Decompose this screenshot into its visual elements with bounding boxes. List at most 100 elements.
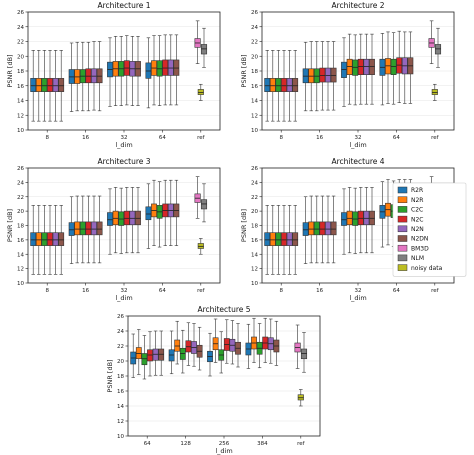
box-n2r [151, 35, 157, 106]
x-tick-label: ref [297, 441, 306, 447]
legend-item: N2N [397, 225, 424, 233]
box-r2r [379, 181, 386, 248]
legend-swatch [397, 225, 408, 233]
box-n2c [319, 41, 326, 111]
legend-swatch [397, 254, 408, 262]
box-body [292, 78, 299, 92]
y-tick-label: 10 [251, 281, 258, 287]
box-bm3d [428, 20, 435, 64]
box-body [341, 212, 347, 226]
box-n2dn [58, 205, 65, 275]
legend-item: R2R [397, 186, 423, 194]
y-tick-label: 22 [17, 195, 24, 201]
box-body [145, 206, 152, 221]
box-body [281, 78, 287, 92]
y-tick-label: 12 [251, 267, 258, 273]
x-tick-label: 8 [45, 135, 49, 141]
box-n2r [35, 50, 42, 122]
legend-label: C2C [411, 207, 423, 214]
y-tick-label: 22 [251, 195, 258, 201]
box-r2r [107, 37, 113, 107]
box-r2r [145, 37, 152, 109]
box-n2n [52, 50, 59, 122]
box-body [275, 78, 282, 92]
box-body [286, 232, 293, 246]
y-tick-label: 18 [17, 224, 24, 230]
y-tick-label: 12 [17, 267, 24, 273]
y-tick-label: 18 [17, 69, 24, 75]
box-r2r [245, 323, 252, 369]
box-body [74, 221, 81, 236]
box-n2r [35, 205, 42, 275]
chart-title: Architecture 2 [331, 1, 384, 10]
box-n2n [152, 330, 159, 376]
x-tick-label: 16 [316, 288, 323, 294]
box-body [96, 221, 103, 236]
y-tick-label: 14 [251, 99, 258, 105]
y-tick-label: 12 [251, 113, 258, 119]
y-tick-label: 18 [251, 224, 258, 230]
legend-swatch [397, 264, 408, 271]
box-body [107, 212, 113, 226]
y-tick-label: 14 [117, 404, 124, 410]
box-r2r [68, 42, 75, 112]
x-axis-label: l_dim [349, 141, 366, 149]
box-c2c [275, 205, 282, 275]
box-c2c [79, 195, 86, 264]
box-body [330, 221, 337, 236]
legend-label: BM3D [411, 245, 429, 252]
legend-swatch [397, 244, 408, 252]
box-n2dn [173, 179, 180, 246]
x-tick-label: 384 [257, 441, 268, 447]
box-bm3d [194, 20, 201, 64]
box-n2c [162, 179, 169, 246]
box-n2c [281, 50, 287, 122]
box-nlm [200, 27, 208, 68]
box-noisy-data [197, 83, 204, 101]
box-body [58, 232, 65, 246]
legend-item: C2C [397, 206, 423, 214]
legend-label: R2R [411, 187, 423, 194]
box-noisy-data [297, 389, 304, 407]
box-n2c [123, 187, 130, 254]
box-n2n [325, 41, 331, 111]
box-r2r [207, 332, 213, 377]
box-n2r [269, 205, 276, 275]
legend-item: N2R [397, 196, 423, 204]
box-n2r [269, 50, 276, 122]
box-body [30, 78, 37, 92]
box-body [41, 232, 48, 246]
x-tick-label: 16 [82, 288, 89, 294]
box-c2c [118, 36, 125, 106]
y-axis-label: PSNR [dB] [240, 54, 248, 87]
legend-item: BM3D [397, 244, 429, 252]
box-c2c [275, 50, 282, 122]
y-tick-label: 14 [17, 99, 24, 105]
box-r2r [341, 37, 347, 107]
box-r2r [302, 196, 309, 264]
y-tick-label: 26 [17, 10, 24, 16]
box-n2dn [135, 36, 141, 106]
box-body [91, 221, 97, 236]
box-r2r [68, 196, 75, 264]
chart-title: Architecture 5 [197, 305, 250, 314]
box-body [275, 232, 282, 246]
box-n2dn [369, 187, 375, 254]
box-n2c [147, 331, 153, 377]
y-tick-label: 16 [117, 389, 124, 395]
legend-label: N2R [411, 197, 423, 204]
box-n2c [123, 35, 130, 106]
y-tick-label: 22 [251, 40, 258, 46]
box-n2dn [135, 187, 141, 254]
box-n2dn [58, 50, 65, 122]
box-body [30, 232, 37, 246]
y-tick-label: 16 [251, 238, 258, 244]
box-n2dn [330, 195, 337, 264]
legend-label: noisy data [411, 265, 443, 272]
x-tick-label: 16 [82, 135, 89, 141]
box-n2n [129, 187, 136, 254]
box-n2c [162, 34, 169, 106]
x-tick-label: ref [197, 288, 206, 294]
box-n2n [191, 323, 197, 367]
box-c2c [118, 187, 125, 254]
